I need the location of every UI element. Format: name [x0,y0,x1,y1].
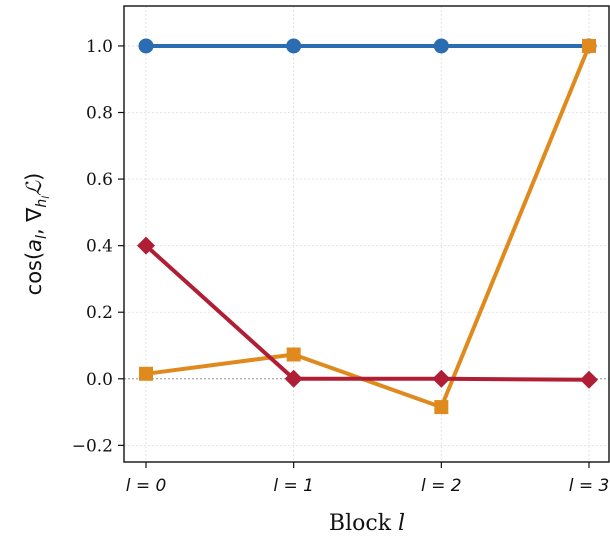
x-tick-label: l = 0 [126,476,167,496]
data-point [432,369,451,388]
y-tick-label: 0.8 [86,104,113,124]
series-group [137,38,598,415]
series-diamond [137,236,598,389]
y-tick-label: −0.2 [72,436,113,456]
x-axis-title: Block l [329,511,405,536]
y-tick-label: 0.0 [86,370,113,390]
y-tick-label: 0.2 [86,303,113,323]
data-point [434,400,449,415]
data-point [286,38,302,54]
series-line [144,244,590,382]
grid [124,6,609,462]
data-point [137,236,155,255]
x-tick-label: l = 1 [273,476,314,496]
plot-frame [123,5,610,463]
y-tick-label: 1.0 [86,37,113,57]
y-tick-label: 0.6 [86,170,113,190]
x-tick-label: l = 2 [421,476,462,496]
data-point [433,38,449,54]
data-point [284,369,303,388]
y-tick-label: 0.4 [86,237,113,257]
data-point [286,347,301,362]
data-point [139,366,153,381]
x-tick-label: l = 3 [569,476,610,496]
y-axis: −0.2 0.0 0.2 0.4 0.6 0.8 1.0 [72,37,124,456]
series-circle [138,38,597,54]
data-point [138,38,154,54]
series-square [139,38,596,415]
data-point [580,370,598,389]
x-axis: l = 0 l = 1 l = 2 l = 3 [126,462,610,496]
data-point [582,38,596,53]
y-axis-title: cos(al, ∇hlℒ) [22,173,52,296]
series-line [145,45,591,410]
